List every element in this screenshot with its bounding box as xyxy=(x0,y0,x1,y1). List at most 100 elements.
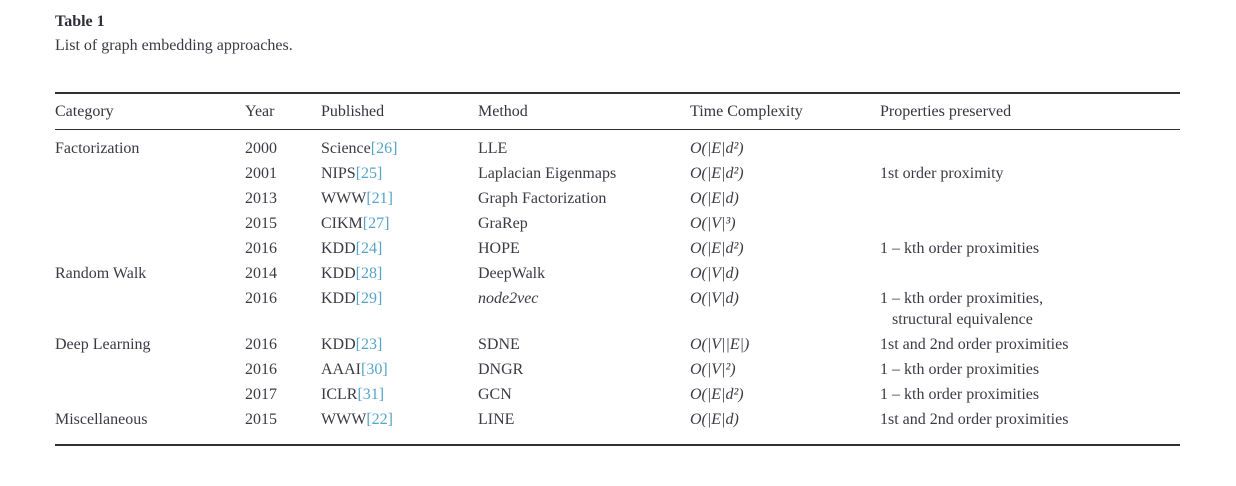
method-cell: LLE xyxy=(478,140,508,157)
method-cell: LINE xyxy=(478,411,515,428)
published-cell: KDD[23] xyxy=(321,332,478,357)
venue-label: KDD xyxy=(321,240,356,257)
properties-cell: 1 – kth order proximities xyxy=(880,357,1180,382)
property-line: 1st and 2nd order proximities xyxy=(880,411,1069,428)
table-row: 2001 NIPS[25] Laplacian Eigenmaps O(|E|d²) 1… xyxy=(55,161,1180,186)
property-line: 1 – kth order proximities xyxy=(880,361,1040,378)
year-cell: 2013 xyxy=(245,190,277,207)
year-cell: 2017 xyxy=(245,386,277,403)
category-cell xyxy=(55,286,245,332)
citation-link[interactable]: [27] xyxy=(362,215,390,232)
table-1-block: Table 1 List of graph embedding approach… xyxy=(55,12,1180,446)
year-cell: 2014 xyxy=(245,265,277,282)
property-line: 1 – kth order proximities, xyxy=(880,290,1044,307)
table-row: 2016 AAAI[30] DNGR O(|V|²) 1 – kth order pro… xyxy=(55,357,1180,382)
properties-cell: 1st and 2nd order proximities xyxy=(880,332,1180,357)
complexity-cell: O(|E|d) xyxy=(690,190,739,207)
published-cell: WWW[21] xyxy=(321,186,478,211)
published-cell: Science[26] xyxy=(321,130,478,162)
citation-link[interactable]: [23] xyxy=(355,336,383,353)
properties-cell: 1 – kth order proximities xyxy=(880,236,1180,261)
category-cell xyxy=(55,161,245,186)
method-cell: Graph Factorization xyxy=(478,190,607,207)
properties-cell: 1 – kth order proximities, structural equ… xyxy=(880,286,1180,332)
year-cell: 2016 xyxy=(245,361,277,378)
complexity-cell: O(|V|²) xyxy=(690,361,736,378)
table-row: 2016 KDD[24] HOPE O(|E|d²) 1 – kth order pro… xyxy=(55,236,1180,261)
venue-label: NIPS xyxy=(321,165,356,182)
header-row: Category Year Published Method Time Comp… xyxy=(55,93,1180,130)
column-header-method: Method xyxy=(478,93,690,130)
year-cell: 2015 xyxy=(245,215,277,232)
venue-label: WWW xyxy=(321,411,367,428)
published-cell: WWW[22] xyxy=(321,407,478,445)
citation-link[interactable]: [28] xyxy=(355,265,383,282)
venue-label: KDD xyxy=(321,336,356,353)
category-cell xyxy=(55,357,245,382)
venue-label: ICLR xyxy=(321,386,358,403)
table-body: Factorization 2000 Science[26] LLE O(|E|d²) 2… xyxy=(55,130,1180,446)
properties-cell xyxy=(880,130,1180,162)
table-row: 2017 ICLR[31] GCN O(|E|d²) 1 – kth order pro… xyxy=(55,382,1180,407)
properties-cell xyxy=(880,186,1180,211)
citation-link[interactable]: [26] xyxy=(370,140,398,157)
table-row: 2016 KDD[29] node2vec O(|V|d) 1 – kth order … xyxy=(55,286,1180,332)
property-line: structural equivalence xyxy=(892,311,1033,328)
complexity-cell: O(|E|d²) xyxy=(690,165,744,182)
property-line: 1st order proximity xyxy=(880,165,1004,182)
method-cell: Laplacian Eigenmaps xyxy=(478,165,617,182)
year-cell: 2016 xyxy=(245,290,277,307)
complexity-cell: O(|V|d) xyxy=(690,265,739,282)
venue-label: CIKM xyxy=(321,215,363,232)
published-cell: CIKM[27] xyxy=(321,211,478,236)
category-cell xyxy=(55,382,245,407)
category-cell: Factorization xyxy=(55,140,140,157)
properties-cell: 1 – kth order proximities xyxy=(880,382,1180,407)
complexity-cell: O(|V|³) xyxy=(690,215,736,232)
properties-cell xyxy=(880,261,1180,286)
venue-label: KDD xyxy=(321,290,356,307)
category-cell: Deep Learning xyxy=(55,336,151,353)
citation-link[interactable]: [22] xyxy=(366,411,393,428)
published-cell: KDD[29] xyxy=(321,286,478,332)
complexity-cell: O(|E|d²) xyxy=(690,386,744,403)
method-cell: GraRep xyxy=(478,215,528,232)
table-caption: List of graph embedding approaches. xyxy=(55,37,293,54)
column-header-category: Category xyxy=(55,93,245,130)
citation-link[interactable]: [31] xyxy=(357,386,385,403)
category-cell: Random Walk xyxy=(55,265,147,282)
citation-link[interactable]: [24] xyxy=(355,240,383,257)
citation-link[interactable]: [30] xyxy=(361,361,388,378)
citation-link[interactable]: [21] xyxy=(366,190,393,207)
method-cell: DeepWalk xyxy=(478,265,546,282)
citation-link[interactable]: [25] xyxy=(355,165,383,182)
category-cell xyxy=(55,236,245,261)
published-cell: KDD[24] xyxy=(321,236,478,261)
year-cell: 2016 xyxy=(245,336,277,353)
year-cell: 2015 xyxy=(245,411,277,428)
category-cell: Miscellaneous xyxy=(55,411,148,428)
venue-label: WWW xyxy=(321,190,367,207)
table-row: 2013 WWW[21] Graph Factorization O(|E|d) xyxy=(55,186,1180,211)
table-row: Random Walk 2014 KDD[28] DeepWalk O(|V|d) xyxy=(55,261,1180,286)
complexity-cell: O(|E|d²) xyxy=(690,140,744,157)
method-cell: HOPE xyxy=(478,240,520,257)
complexity-cell: O(|E|d) xyxy=(690,411,739,428)
year-cell: 2000 xyxy=(245,140,277,157)
citation-link[interactable]: [29] xyxy=(355,290,383,307)
column-header-properties-preserved: Properties preserved xyxy=(880,93,1180,130)
table-row: Miscellaneous 2015 WWW[22] LINE O(|E|d) 1st a… xyxy=(55,407,1180,445)
properties-cell: 1st and 2nd order proximities xyxy=(880,407,1180,445)
year-cell: 2001 xyxy=(245,165,277,182)
complexity-cell: O(|V|d) xyxy=(690,290,739,307)
property-line: 1 – kth order proximities xyxy=(880,386,1040,403)
property-line: 1st and 2nd order proximities xyxy=(880,336,1069,353)
table-row: Deep Learning 2016 KDD[23] SDNE O(|V||E|) 1st… xyxy=(55,332,1180,357)
venue-label: AAAI xyxy=(321,361,361,378)
venue-label: Science xyxy=(321,140,371,157)
column-header-time-complexity: Time Complexity xyxy=(690,93,880,130)
complexity-cell: O(|E|d²) xyxy=(690,240,744,257)
properties-cell: 1st order proximity xyxy=(880,161,1180,186)
properties-cell xyxy=(880,211,1180,236)
table-row: 2015 CIKM[27] GraRep O(|V|³) xyxy=(55,211,1180,236)
